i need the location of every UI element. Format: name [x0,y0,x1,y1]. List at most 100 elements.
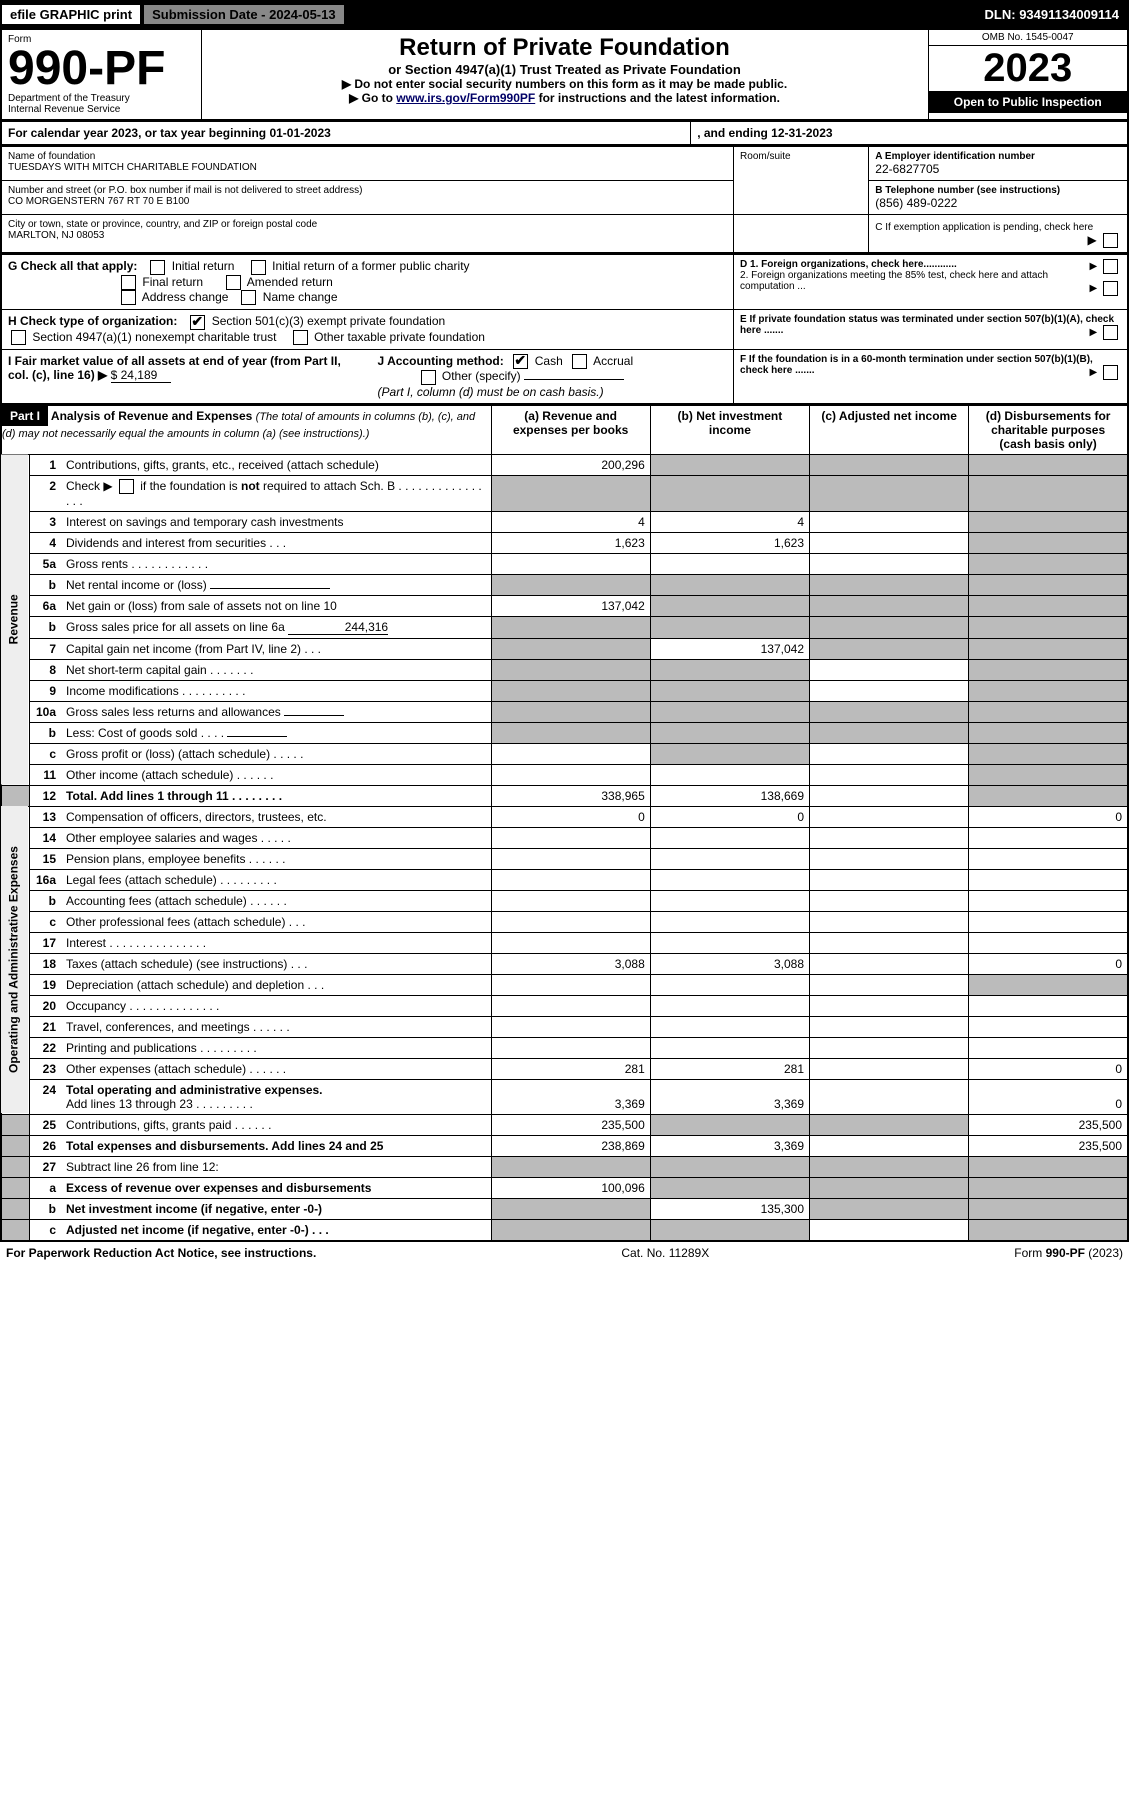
h-other-chk[interactable] [293,330,308,345]
r4-label: Dividends and interest from securities .… [61,532,491,553]
r6b-c [810,616,969,638]
j-other: Other (specify) [442,369,521,383]
r10a-num: 10a [29,701,61,722]
r5b-input[interactable] [210,588,330,589]
d1-chk[interactable] [1103,259,1118,274]
row-10a: 10a Gross sales less returns and allowan… [1,701,1128,722]
r4-a: 1,623 [491,532,650,553]
g-address-chk[interactable] [121,290,136,305]
r16b-d [969,890,1128,911]
r6a-d [969,595,1128,616]
r3-a: 4 [491,511,650,532]
r15-c [810,848,969,869]
r17-d [969,932,1128,953]
r7-num: 7 [29,638,61,659]
r27b-a [491,1198,650,1219]
g-amended-chk[interactable] [226,275,241,290]
r23-label: Other expenses (attach schedule) . . . .… [61,1058,491,1079]
d2-chk[interactable] [1103,281,1118,296]
r12-label: Total. Add lines 1 through 11 . . . . . … [61,785,491,806]
row-26: 26 Total expenses and disbursements. Add… [1,1135,1128,1156]
r21-label: Travel, conferences, and meetings . . . … [61,1016,491,1037]
r10b-label: Less: Cost of goods sold . . . . [61,722,491,743]
note2: ▶ Go to www.irs.gov/Form990PF for instru… [208,91,922,105]
r9-num: 9 [29,680,61,701]
r3-c [810,511,969,532]
r27a-a: 100,096 [491,1177,650,1198]
g-initial-former-chk[interactable] [251,260,266,275]
efile-print-btn[interactable]: efile GRAPHIC print [2,5,140,24]
g-label: G Check all that apply: [8,259,137,273]
r10c-d [969,743,1128,764]
r10a-text: Gross sales less returns and allowances [66,705,281,719]
c-checkbox[interactable] [1103,233,1118,248]
r25-label: Contributions, gifts, grants paid . . . … [61,1114,491,1135]
r20-a [491,995,650,1016]
j-cash-chk[interactable] [513,354,528,369]
e-label: E If private foundation status was termi… [740,314,1114,336]
h-501c3-chk[interactable] [190,315,205,330]
g-initial-chk[interactable] [150,260,165,275]
r2-b [650,475,809,511]
r8-label: Net short-term capital gain . . . . . . … [61,659,491,680]
col-d-header: (d) Disbursements for charitable purpose… [969,405,1128,454]
r15-a [491,848,650,869]
tel-cell: B Telephone number (see instructions) (8… [869,181,1128,215]
row-10b: b Less: Cost of goods sold . . . . [1,722,1128,743]
cal-begin: For calendar year 2023, or tax year begi… [1,122,691,146]
j-accrual-chk[interactable] [572,354,587,369]
g-final-chk[interactable] [121,275,136,290]
r13-b: 0 [650,806,809,827]
r11-a [491,764,650,785]
row-5b: b Net rental income or (loss) [1,574,1128,595]
e-chk[interactable] [1103,325,1118,340]
r23-a: 281 [491,1058,650,1079]
r18-b: 3,088 [650,953,809,974]
r18-num: 18 [29,953,61,974]
r27-c [810,1156,969,1177]
r16c-a [491,911,650,932]
r4-c [810,532,969,553]
r11-d [969,764,1128,785]
r16b-b [650,890,809,911]
r21-d [969,1016,1128,1037]
d1-label: D 1. Foreign organizations, check here..… [740,259,957,270]
i-label: I Fair market value of all assets at end… [8,354,341,382]
r10b-input[interactable] [227,736,287,737]
r2-chk[interactable] [119,479,134,494]
r14-a [491,827,650,848]
r22-num: 22 [29,1037,61,1058]
row-7: 7 Capital gain net income (from Part IV,… [1,638,1128,659]
j-other-input[interactable] [524,379,624,380]
r10a-input[interactable] [284,715,344,716]
r10b-num: b [29,722,61,743]
c-label: C If exemption application is pending, c… [875,222,1093,233]
cal-end: , and ending 12-31-2023 [691,122,1128,146]
r16a-b [650,869,809,890]
r16b-a [491,890,650,911]
r1-d [969,454,1128,475]
r16c-c [810,911,969,932]
h-4947-chk[interactable] [11,330,26,345]
r13-num: 13 [29,806,61,827]
j-other-chk[interactable] [421,370,436,385]
title-cell: Return of Private Foundation or Section … [201,29,928,120]
irs-link[interactable]: www.irs.gov/Form990PF [396,91,535,105]
part1-grid: Part I Analysis of Revenue and Expenses … [0,405,1129,1242]
r15-label: Pension plans, employee benefits . . . .… [61,848,491,869]
side-expenses: Operating and Administrative Expenses [1,806,29,1114]
calendar-year-row: For calendar year 2023, or tax year begi… [0,121,1129,146]
r27b-side [1,1198,29,1219]
g-name-chk[interactable] [241,290,256,305]
r16a-c [810,869,969,890]
r1-c [810,454,969,475]
r8-c [810,659,969,680]
r12-side [1,785,29,806]
r6a-num: 6a [29,595,61,616]
r10b-text: Less: Cost of goods sold . . . . [66,726,224,740]
f-chk[interactable] [1103,365,1118,380]
r24-a: 3,369 [491,1079,650,1114]
r5a-label: Gross rents . . . . . . . . . . . . [61,553,491,574]
r5a-b [650,553,809,574]
row-8: 8 Net short-term capital gain . . . . . … [1,659,1128,680]
